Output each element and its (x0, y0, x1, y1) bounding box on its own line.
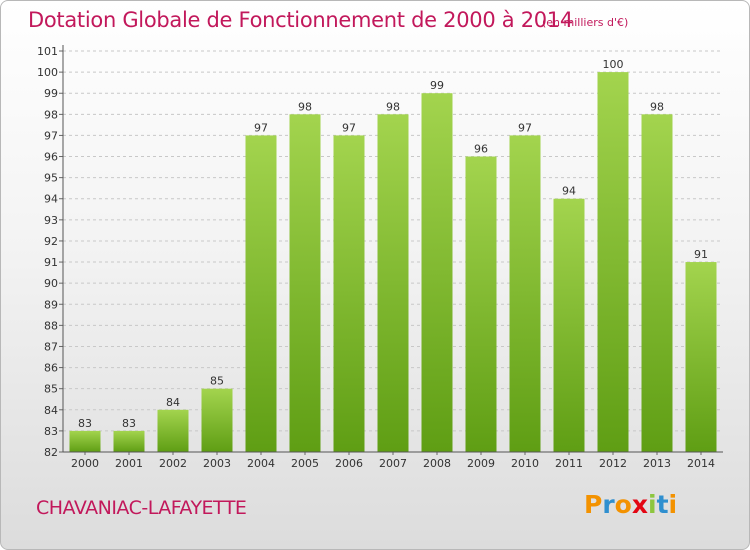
logo-letter: i (668, 490, 678, 519)
y-tick-label: 93 (44, 214, 58, 227)
bar (69, 430, 101, 452)
y-tick-label: 92 (44, 235, 58, 248)
y-tick-label: 82 (44, 446, 58, 459)
y-tick-label: 91 (44, 256, 58, 269)
bar-value-label: 84 (166, 396, 180, 409)
y-tick-label: 88 (44, 319, 58, 332)
bar-value-label: 83 (78, 417, 92, 430)
bars: 83 83 84 85 97 98 97 98 99 96 97 94 100 98 91 (69, 58, 717, 453)
bar (289, 114, 321, 452)
logo-letter: P (584, 490, 603, 519)
y-tick-label: 87 (44, 340, 58, 353)
x-tick-label: 2012 (599, 457, 627, 470)
x-tick-label: 2007 (379, 457, 407, 470)
logo-letter: o (614, 490, 632, 519)
x-tick-label: 2006 (335, 457, 363, 470)
chart-title: Dotation Globale de Fonctionnement de 20… (28, 8, 573, 32)
bar (333, 135, 365, 452)
bar (553, 198, 585, 452)
y-tick-label: 98 (44, 108, 58, 121)
bar-value-label: 99 (430, 79, 444, 92)
bar (641, 114, 673, 452)
bar (509, 135, 541, 452)
y-tick-label: 95 (44, 172, 58, 185)
logo-letter: x (631, 490, 648, 519)
bar-value-label: 83 (122, 417, 136, 430)
y-tick-label: 83 (44, 425, 58, 438)
y-tick-label: 100 (37, 66, 58, 79)
y-tick-label: 99 (44, 87, 58, 100)
proxiti-logo: Proxiti (584, 490, 677, 519)
y-tick-label: 90 (44, 277, 58, 290)
y-tick-label: 84 (44, 404, 58, 417)
axes: 82 83 84 85 86 87 88 89 90 91 92 93 94 95 96 97 98 99 100 1… (37, 45, 723, 470)
bar-value-label: 100 (603, 58, 624, 71)
y-tick-label: 94 (44, 193, 58, 206)
bar (245, 135, 277, 452)
bar-value-label: 94 (562, 185, 576, 198)
bar-value-label: 98 (650, 100, 664, 113)
y-tick-label: 85 (44, 383, 58, 396)
units-label: (en milliers d'€) (542, 16, 629, 29)
bar (113, 430, 145, 452)
bar (157, 409, 189, 452)
y-tick-label: 101 (37, 45, 58, 58)
y-tick-label: 89 (44, 298, 58, 311)
bar (597, 72, 629, 453)
bar-value-label: 96 (474, 143, 488, 156)
x-tick-label: 2011 (555, 457, 583, 470)
logo-letter: t (656, 490, 669, 519)
bar (421, 93, 453, 453)
bar (685, 262, 717, 452)
bar-value-label: 97 (518, 121, 532, 134)
x-tick-label: 2001 (115, 457, 143, 470)
bar-value-label: 97 (342, 121, 356, 134)
bar-value-label: 91 (694, 248, 708, 261)
y-tick-label: 86 (44, 362, 58, 375)
x-tick-label: 2000 (71, 457, 99, 470)
bar-value-label: 97 (254, 121, 268, 134)
x-tick-label: 2005 (291, 457, 319, 470)
bar-value-label: 98 (298, 100, 312, 113)
x-tick-label: 2003 (203, 457, 231, 470)
x-tick-label: 2008 (423, 457, 451, 470)
x-tick-label: 2014 (687, 457, 715, 470)
logo-letter: r (602, 490, 615, 519)
commune-name: CHAVANIAC-LAFAYETTE (36, 497, 247, 519)
y-tick-label: 96 (44, 151, 58, 164)
bar (201, 388, 233, 452)
x-tick-label: 2013 (643, 457, 671, 470)
x-tick-label: 2004 (247, 457, 275, 470)
x-tick-label: 2002 (159, 457, 187, 470)
x-tick-label: 2010 (511, 457, 539, 470)
x-tick-label: 2009 (467, 457, 495, 470)
bar (377, 114, 409, 452)
bar (465, 156, 497, 453)
logo-letter: i (648, 490, 657, 519)
bar-value-label: 98 (386, 100, 400, 113)
y-tick-label: 97 (44, 129, 58, 142)
bar-value-label: 85 (210, 375, 224, 388)
